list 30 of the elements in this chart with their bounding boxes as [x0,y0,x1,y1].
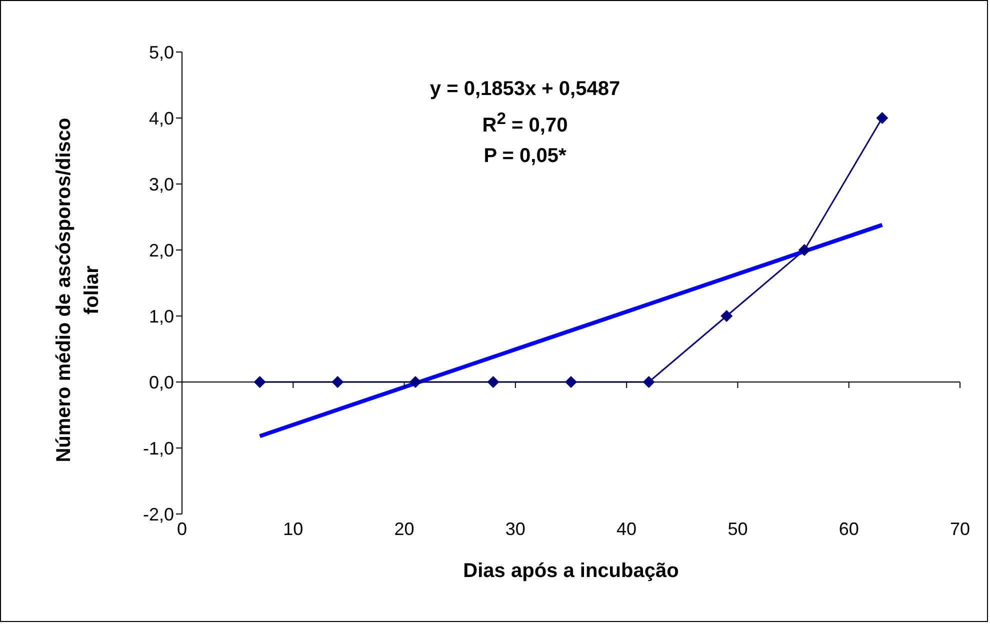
point [409,376,422,388]
x-tick-label: 60 [838,518,859,539]
point [487,376,500,388]
y-tick-label: 2,0 [148,240,174,260]
annotation: P = 0,05* [482,144,568,169]
x-tick-label: 0 [176,518,188,539]
point [642,376,655,388]
x-tick-label: 20 [394,518,414,539]
y-tick-label: -1,0 [142,438,174,458]
y-tick-label: 4,0 [148,108,174,128]
x-axis-title: Dias após a incubação [462,560,680,583]
point [876,112,888,124]
y-axis-title: Número médio de ascósporos/disco foliar [52,116,104,464]
y-tick-label: 1,0 [148,306,174,326]
point [565,376,577,388]
x-tick-label: 70 [950,518,970,539]
point [798,244,810,256]
x-tick-label: 30 [505,518,526,539]
annotation: R$^{2}$ = 0,70 [481,108,569,139]
point [332,376,344,388]
point [254,376,266,388]
point [720,310,733,322]
y-tick-label: 0,0 [148,372,174,392]
y-tick-label: 3,0 [148,174,174,194]
x-tick-label: 40 [616,518,637,539]
y-tick-label: -2,0 [142,504,174,524]
x-tick-label: 10 [283,518,304,539]
x-tick-label: 50 [728,518,748,539]
y-tick-label: 5,0 [148,42,174,62]
annotation: y = 0,1853x + 0,5487 [428,77,622,102]
